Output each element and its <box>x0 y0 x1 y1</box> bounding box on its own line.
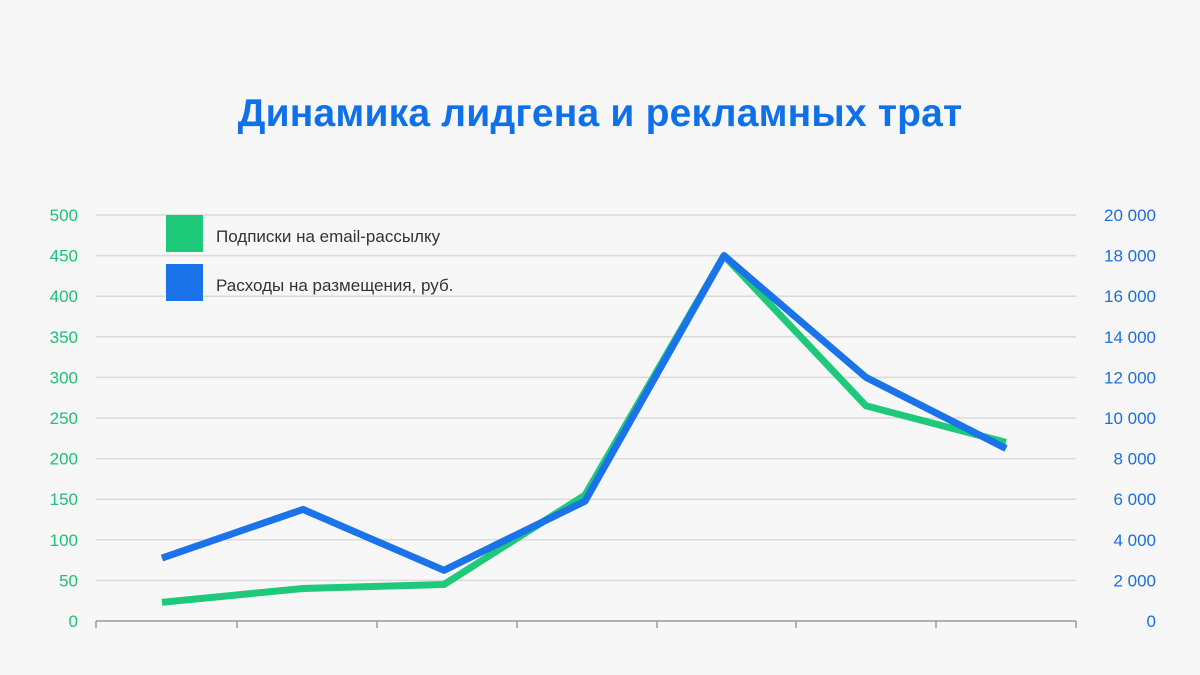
chart-title: Динамика лидгена и рекламных трат <box>237 92 963 135</box>
right-tick-label: 12 000 <box>1104 368 1156 387</box>
right-tick-label: 18 000 <box>1104 247 1156 266</box>
left-tick-label: 500 <box>50 206 78 225</box>
right-tick-label: 2 000 <box>1113 571 1156 590</box>
left-tick-label: 150 <box>50 490 78 509</box>
gridlines <box>96 214 1076 582</box>
left-tick-label: 100 <box>50 531 78 550</box>
series-lines <box>160 252 1008 606</box>
legend: Подписки на email-рассылку Расходы на ра… <box>166 215 453 301</box>
left-tick-label: 200 <box>50 450 78 469</box>
right-tick-label: 6 000 <box>1113 490 1156 509</box>
right-tick-label: 16 000 <box>1104 287 1156 306</box>
right-tick-label: 20 000 <box>1104 206 1156 225</box>
left-y-axis: 0 50 100 150 200 250 300 350 400 450 500 <box>50 206 78 631</box>
right-tick-label: 8 000 <box>1113 450 1156 469</box>
right-tick-label: 10 000 <box>1104 409 1156 428</box>
legend-label-expenses: Расходы на размещения, руб. <box>216 276 453 295</box>
right-y-axis: 0 2 000 4 000 6 000 8 000 10 000 12 000 14 000 1… <box>1104 206 1156 631</box>
left-tick-label: 450 <box>50 247 78 266</box>
x-axis <box>95 620 1077 628</box>
legend-swatch-subscriptions <box>166 215 203 252</box>
left-tick-label: 250 <box>50 409 78 428</box>
legend-swatch-expenses <box>166 264 203 301</box>
left-tick-label: 0 <box>69 612 78 631</box>
left-tick-label: 400 <box>50 287 78 306</box>
right-tick-label: 14 000 <box>1104 328 1156 347</box>
left-tick-label: 350 <box>50 328 78 347</box>
left-tick-label: 50 <box>59 571 78 590</box>
right-tick-label: 0 <box>1147 612 1156 631</box>
right-tick-label: 4 000 <box>1113 531 1156 550</box>
series-line-subscriptions <box>161 252 1007 606</box>
left-tick-label: 300 <box>50 368 78 387</box>
legend-label-subscriptions: Подписки на email-рассылку <box>216 227 441 246</box>
series-line-expenses <box>160 252 1008 574</box>
